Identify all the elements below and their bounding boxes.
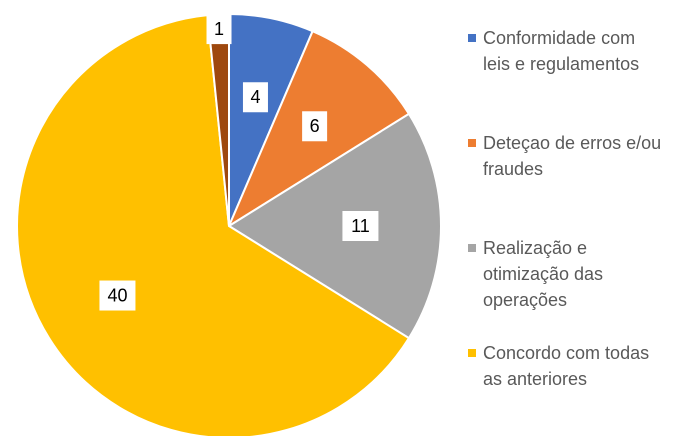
- data-label: 4: [242, 82, 268, 113]
- data-label-box: [242, 82, 268, 113]
- legend-item: Conformidade com leis e regulamentos: [468, 25, 663, 77]
- legend-item: Deteçao de erros e/ou fraudes: [468, 130, 663, 182]
- data-label-text: 4: [250, 87, 260, 107]
- data-label: 6: [302, 111, 328, 142]
- data-label-box: [342, 211, 379, 241]
- pie-slice: [227, 112, 442, 340]
- legend-item: Concordo com todas as anteriores: [468, 340, 663, 392]
- data-label-box: [302, 111, 328, 142]
- legend-label: Deteçao de erros e/ou fraudes: [483, 133, 662, 179]
- legend-label: Conformidade com leis e regulamentos: [483, 28, 640, 74]
- data-label-text: 40: [107, 285, 127, 305]
- legend-swatch: [468, 34, 476, 42]
- data-label: 11: [342, 211, 379, 241]
- data-label: 40: [99, 280, 136, 311]
- legend-swatch: [468, 244, 476, 252]
- legend-item: Realização e otimização das operações: [468, 235, 663, 313]
- data-label-box: [206, 14, 232, 45]
- legend-label: Concordo com todas as anteriores: [483, 343, 650, 389]
- data-label: 1: [206, 14, 232, 45]
- data-label-text: 6: [310, 116, 320, 136]
- data-label-text: 11: [351, 216, 370, 236]
- legend-swatch: [468, 349, 476, 357]
- legend-label: Realização e otimização das operações: [483, 238, 604, 310]
- legend-swatch: [468, 139, 476, 147]
- pie-slice: [16, 13, 411, 436]
- data-label-text: 1: [214, 19, 224, 39]
- data-label-box: [99, 280, 136, 311]
